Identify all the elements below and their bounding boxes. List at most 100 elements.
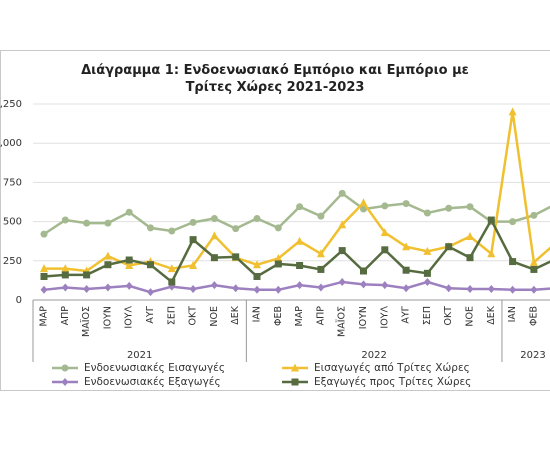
x-tick-label: ΟΚΤ <box>188 306 199 326</box>
data-point <box>317 283 325 292</box>
data-point <box>232 284 240 293</box>
y-tick-label: 750 <box>3 177 22 188</box>
data-point <box>381 246 389 254</box>
x-tick-label: ΙΟΥΝ <box>358 306 369 329</box>
data-point <box>40 285 48 294</box>
chart-frame <box>0 50 550 391</box>
x-tick-label: ΙΟΥΝ <box>102 306 113 329</box>
data-point <box>104 219 112 227</box>
legend-label: Εξαγωγές προς Τρίτες Χώρες <box>314 376 471 388</box>
data-point <box>147 261 154 269</box>
data-point <box>423 277 431 286</box>
data-point <box>487 285 495 294</box>
data-point <box>274 224 282 232</box>
legend-marker <box>291 363 299 372</box>
data-point <box>509 218 517 226</box>
legend-label: Ενδοενωσιακές Εισαγωγές <box>84 362 225 374</box>
group-label: 2022 <box>361 350 386 361</box>
data-point <box>530 265 538 273</box>
y-tick-label: 0 <box>16 295 22 306</box>
x-tick-label: ΔΕΚ <box>486 305 497 325</box>
x-tick-label: ΟΚΤ <box>443 306 454 326</box>
x-tick-label: ΙΑΝ <box>252 306 263 322</box>
data-point <box>168 278 176 286</box>
data-point <box>210 281 218 290</box>
data-point <box>338 247 346 255</box>
x-tick-label: ΜΑΡ <box>294 306 305 327</box>
data-point <box>40 264 48 273</box>
data-point <box>509 285 517 294</box>
x-tick-label: ΝΟΕ <box>465 306 476 327</box>
series-line <box>43 280 550 294</box>
data-point <box>445 243 453 251</box>
data-point <box>83 285 91 294</box>
data-point <box>210 214 218 222</box>
data-point <box>189 261 198 270</box>
x-tick-label: ΜΑΪΟΣ <box>81 306 92 337</box>
data-point <box>380 228 389 237</box>
data-point <box>530 285 538 294</box>
data-point <box>338 220 347 229</box>
data-point <box>445 204 453 212</box>
data-point <box>423 269 431 277</box>
legend-label: Εισαγωγές από Τρίτες Χώρες <box>314 362 470 374</box>
data-point <box>317 212 325 220</box>
data-point <box>402 284 410 293</box>
data-point <box>232 225 240 233</box>
data-point <box>466 254 474 262</box>
data-point <box>147 288 154 297</box>
data-point <box>274 253 283 262</box>
data-point <box>296 281 304 290</box>
x-tick-label: ΙΟΥΛ <box>124 306 135 329</box>
data-point <box>338 189 346 197</box>
chart-title: Διάγραμμα 1: Ενδοενωσιακό Εμπόριο και Εμ… <box>81 63 469 95</box>
legend-marker <box>61 364 69 372</box>
x-tick-label: ΙΑΝ <box>507 306 518 322</box>
legend-marker <box>291 378 299 386</box>
data-point <box>296 203 304 211</box>
legend-label: Ενδοενωσιακές Εξαγωγές <box>84 376 221 388</box>
data-point <box>423 209 431 217</box>
y-tick-label: 250 <box>3 256 22 267</box>
x-tick-label: ΔΕΚ <box>230 305 241 325</box>
data-point <box>487 249 496 258</box>
x-tick-label: ΜΑΡ <box>39 306 50 327</box>
data-point <box>104 261 112 269</box>
data-point <box>210 231 219 240</box>
x-tick-label: ΦΕΒ <box>528 306 539 326</box>
data-point <box>40 230 48 238</box>
data-point <box>253 214 261 222</box>
x-tick-label: ΣΕΠ <box>422 306 433 325</box>
data-point <box>189 285 197 294</box>
data-point <box>61 216 69 224</box>
group-label: 2021 <box>127 350 152 361</box>
data-point <box>40 272 48 280</box>
data-point <box>147 224 154 232</box>
data-point <box>359 198 368 207</box>
data-point <box>316 249 325 258</box>
x-tick-label: ΜΑΪΟΣ <box>337 306 348 337</box>
data-point <box>125 208 133 216</box>
data-point <box>508 107 517 116</box>
data-point <box>253 260 261 269</box>
group-label: 2023 <box>520 350 545 361</box>
y-tick-label: 1,250 <box>0 99 22 110</box>
x-tick-label: ΑΥΓ <box>145 305 156 323</box>
data-point <box>296 262 304 270</box>
data-point <box>338 277 346 286</box>
data-point <box>125 281 133 290</box>
data-point <box>402 266 410 274</box>
data-point <box>529 257 538 266</box>
data-point <box>125 261 134 270</box>
data-point <box>317 265 325 273</box>
data-point <box>466 231 474 240</box>
series-line <box>44 111 550 273</box>
x-tick-label: ΣΕΠ <box>166 306 177 325</box>
data-point <box>445 284 453 293</box>
x-tick-label: ΦΕΒ <box>273 306 284 326</box>
data-point <box>83 219 91 227</box>
data-point <box>509 258 517 266</box>
data-point <box>61 271 69 279</box>
data-point <box>466 203 474 211</box>
